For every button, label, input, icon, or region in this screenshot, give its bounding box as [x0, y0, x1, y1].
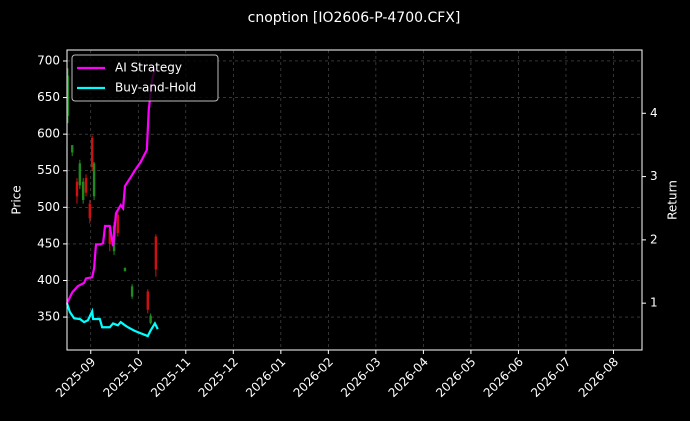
y2-axis-label: Return: [666, 180, 680, 220]
plot-frame: [66, 49, 643, 351]
candle-body: [116, 214, 120, 233]
y2-tick-label: 1: [650, 296, 658, 310]
candle-body: [66, 75, 70, 116]
legend-box: [71, 54, 219, 102]
y-tick-label: 400: [37, 273, 60, 287]
candle-body: [123, 268, 127, 271]
candle-body: [146, 291, 149, 310]
y2-tick-label: 2: [650, 232, 658, 246]
y2-tick-label: 4: [650, 106, 658, 120]
candle-body: [92, 163, 96, 197]
y-tick-label: 500: [37, 200, 60, 214]
candle-body: [78, 163, 82, 186]
candle-body: [90, 137, 94, 168]
y-tick-label: 450: [37, 236, 60, 250]
candle-body: [81, 181, 85, 200]
legend-label: AI Strategy: [115, 61, 182, 75]
y2-tick-label: 3: [650, 169, 658, 183]
candle-body: [108, 229, 111, 244]
y-tick-label: 600: [37, 127, 60, 141]
y-axis-label: Price: [10, 185, 24, 214]
candle-body: [75, 181, 79, 197]
y-tick-label: 550: [37, 163, 60, 177]
line-series: [65, 302, 159, 338]
line-series: [66, 68, 156, 304]
y-tick-label: 350: [37, 310, 60, 324]
candle-body: [84, 178, 88, 193]
candle-body: [149, 315, 152, 323]
candle-body: [130, 286, 134, 297]
candle-body: [88, 203, 92, 219]
chart-title: cnoption [IO2606-P-4700.CFX]: [248, 10, 461, 26]
y-tick-label: 650: [37, 90, 60, 104]
y-tick-label: 700: [37, 53, 60, 67]
legend-label: Buy-and-Hold: [115, 81, 196, 95]
candle-body: [154, 236, 158, 270]
candle-body: [71, 145, 74, 153]
